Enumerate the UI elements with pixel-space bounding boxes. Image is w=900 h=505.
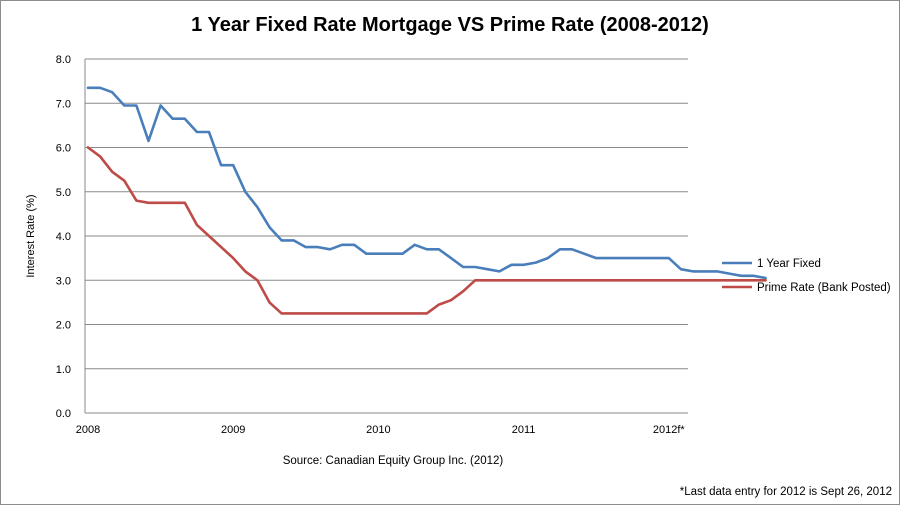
axes: 0.0 1.0 2.0 3.0 4.0 5.0 6.0 7.0 8.0 2008 2009 2010 2…: [56, 54, 688, 436]
y-tick-label: 3.0: [56, 275, 71, 287]
series-lines: [86, 86, 767, 315]
y-tick-label: 1.0: [56, 364, 71, 376]
x-tick-label: 2011: [512, 424, 536, 436]
x-tick-label: 2010: [366, 424, 390, 436]
source-note: Source: Canadian Equity Group Inc. (2012…: [282, 455, 504, 467]
y-axis-label: Interest Rate (%): [25, 194, 37, 277]
y-tick-label: 0.0: [56, 408, 71, 420]
y-tick-label: 5.0: [56, 187, 71, 199]
x-tick-label: 2008: [76, 424, 100, 436]
y-tick-label: 2.0: [56, 320, 71, 332]
legend-label: 1 Year Fixed: [757, 258, 821, 270]
gridlines: [85, 58, 688, 370]
x-tick-label: 2009: [221, 424, 245, 436]
y-tick-label: 8.0: [56, 54, 71, 66]
legend: 1 Year Fixed Prime Rate (Bank Posted): [722, 258, 891, 294]
legend-label: Prime Rate (Bank Posted): [757, 282, 891, 294]
y-tick-label: 4.0: [56, 231, 71, 243]
series-line-2: [86, 146, 767, 315]
x-tick-label: 2012f*: [653, 424, 686, 436]
series-line-1: [86, 86, 767, 280]
y-tick-label: 6.0: [56, 143, 71, 155]
chart-title: 1 Year Fixed Rate Mortgage VS Prime Rate…: [191, 14, 709, 36]
y-tick-label: 7.0: [56, 98, 71, 110]
footnote: *Last data entry for 2012 is Sept 26, 20…: [679, 486, 892, 498]
